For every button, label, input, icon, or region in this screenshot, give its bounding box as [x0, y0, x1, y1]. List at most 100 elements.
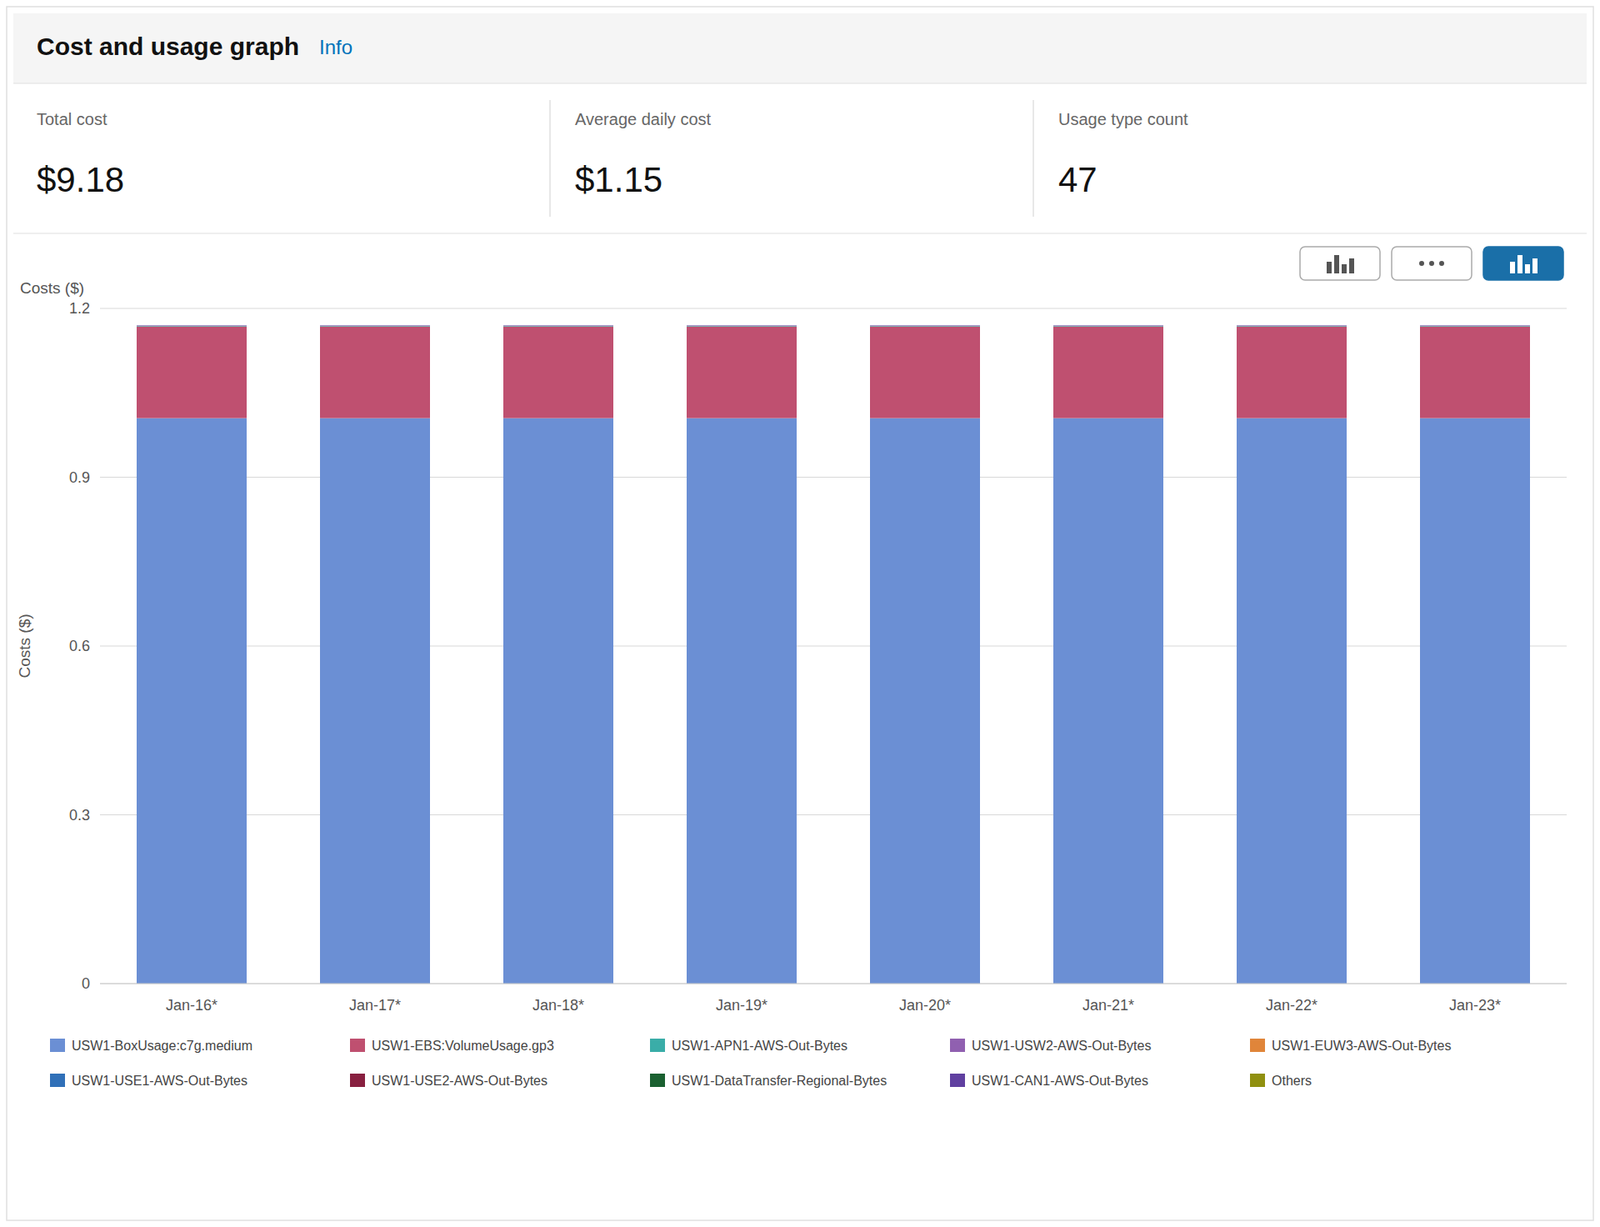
bar-segment — [136, 325, 247, 326]
bar-segment — [503, 325, 614, 327]
bar-segment — [1420, 325, 1530, 326]
legend-swatch — [1250, 1073, 1265, 1087]
bar-segment — [1236, 418, 1347, 984]
bar-segment — [870, 325, 980, 327]
bar-segment — [870, 326, 980, 419]
bar-segment — [320, 325, 430, 327]
stat-value: $1.15 — [575, 160, 663, 200]
stat-divider — [550, 100, 551, 217]
x-tick-label: Jan-17* — [349, 996, 401, 1014]
bar-segment — [686, 326, 797, 419]
bar-segment — [320, 418, 430, 984]
button-icon — [1419, 260, 1425, 266]
bar-segment — [870, 325, 980, 326]
bar-segment — [1420, 325, 1530, 326]
button-icon — [1326, 261, 1332, 274]
bar-segment — [136, 325, 247, 326]
legend-label: USW1-USE1-AWS-Out-Bytes — [71, 1073, 248, 1088]
bar-segment — [1053, 325, 1164, 327]
button-icon — [1510, 261, 1515, 274]
legend-swatch — [350, 1038, 365, 1052]
stat-label: Total cost — [36, 110, 108, 129]
bar-segment — [320, 326, 430, 419]
view-button[interactable] — [1483, 246, 1564, 280]
bar-segment — [320, 325, 430, 327]
bar-segment — [1236, 326, 1347, 419]
y-tick-label: 0.3 — [69, 806, 90, 824]
view-button[interactable] — [1391, 246, 1472, 280]
legend-label: USW1-DataTransfer-Regional-Bytes — [671, 1073, 887, 1088]
bar-segment — [870, 325, 980, 326]
bar-segment — [1053, 325, 1164, 326]
bar-segment — [1236, 325, 1347, 326]
x-tick-label: Jan-23* — [1449, 996, 1501, 1014]
button-icon — [1517, 255, 1523, 274]
button-icon — [1334, 255, 1340, 274]
bar-segment — [320, 325, 430, 326]
button-icon — [1439, 260, 1445, 266]
bar-segment — [1236, 325, 1347, 326]
bar-segment — [686, 325, 797, 326]
bar-segment — [686, 325, 797, 326]
bar-segment — [136, 325, 247, 326]
legend-swatch — [650, 1073, 665, 1087]
bar-segment — [1236, 325, 1347, 326]
stats-divider — [13, 232, 1587, 234]
bar-segment — [136, 325, 247, 326]
stat-label: Average daily cost — [575, 110, 712, 129]
button-box[interactable] — [1391, 246, 1472, 280]
bar-segment — [1053, 325, 1164, 326]
legend-swatch — [1250, 1038, 1265, 1052]
bar-segment — [1420, 325, 1530, 326]
bar-segment — [503, 325, 614, 326]
bar-segment — [1053, 325, 1164, 326]
x-tick-label: Jan-16* — [165, 996, 218, 1014]
bar-segment — [503, 418, 614, 984]
bar-segment — [1420, 325, 1530, 327]
grid-line — [100, 308, 1567, 310]
chart-root: Cost and usage graph Info Total cost $9.18 A… — [0, 0, 1600, 1227]
bar-segment — [1053, 326, 1164, 419]
info-link: Info — [319, 35, 353, 59]
legend-swatch — [950, 1038, 965, 1052]
bar-segment — [686, 325, 797, 326]
bar-segment — [870, 325, 980, 326]
bar-segment — [320, 325, 430, 326]
bar-segment — [686, 325, 797, 327]
x-axis-line — [100, 983, 1567, 985]
y-tick-label: 0.9 — [69, 469, 90, 486]
title: Cost and usage graph — [36, 32, 300, 60]
x-tick-label: Jan-20* — [899, 996, 951, 1014]
legend-label: USW1-EBS:VolumeUsage.gp3 — [371, 1038, 555, 1053]
bar-segment — [686, 325, 797, 326]
bar-segment — [136, 325, 247, 327]
legend-label: USW1-BoxUsage:c7g.medium — [71, 1038, 253, 1053]
bar-segment — [503, 325, 614, 326]
bar-segment — [1420, 418, 1530, 984]
legend-label: USW1-USW2-AWS-Out-Bytes — [971, 1038, 1151, 1053]
view-button[interactable] — [1300, 246, 1380, 280]
header-divider — [13, 82, 1587, 84]
bar-segment — [320, 325, 430, 326]
bar-segment — [1236, 325, 1347, 327]
bar-segment — [503, 325, 614, 326]
bar-segment — [320, 325, 430, 326]
header-bg — [13, 13, 1587, 84]
button-box[interactable] — [1483, 246, 1564, 280]
bar-segment — [136, 325, 247, 327]
bar-segment — [1420, 325, 1530, 326]
bar-segment — [1236, 325, 1347, 327]
bar-segment — [136, 325, 247, 326]
legend-swatch — [950, 1073, 965, 1087]
legend-label: USW1-EUW3-AWS-Out-Bytes — [1271, 1038, 1451, 1053]
legend-label: USW1-APN1-AWS-Out-Bytes — [671, 1038, 848, 1053]
legend-label: USW1-CAN1-AWS-Out-Bytes — [971, 1073, 1149, 1088]
button-box[interactable] — [1300, 246, 1380, 280]
button-icon — [1341, 264, 1347, 274]
x-tick-label: Jan-21* — [1082, 996, 1135, 1014]
y-axis-label: Costs ($) — [20, 279, 85, 297]
x-tick-label: Jan-18* — [532, 996, 585, 1014]
bar-segment — [1053, 325, 1164, 326]
stat-value: $9.18 — [36, 160, 125, 200]
bar-segment — [686, 325, 797, 326]
